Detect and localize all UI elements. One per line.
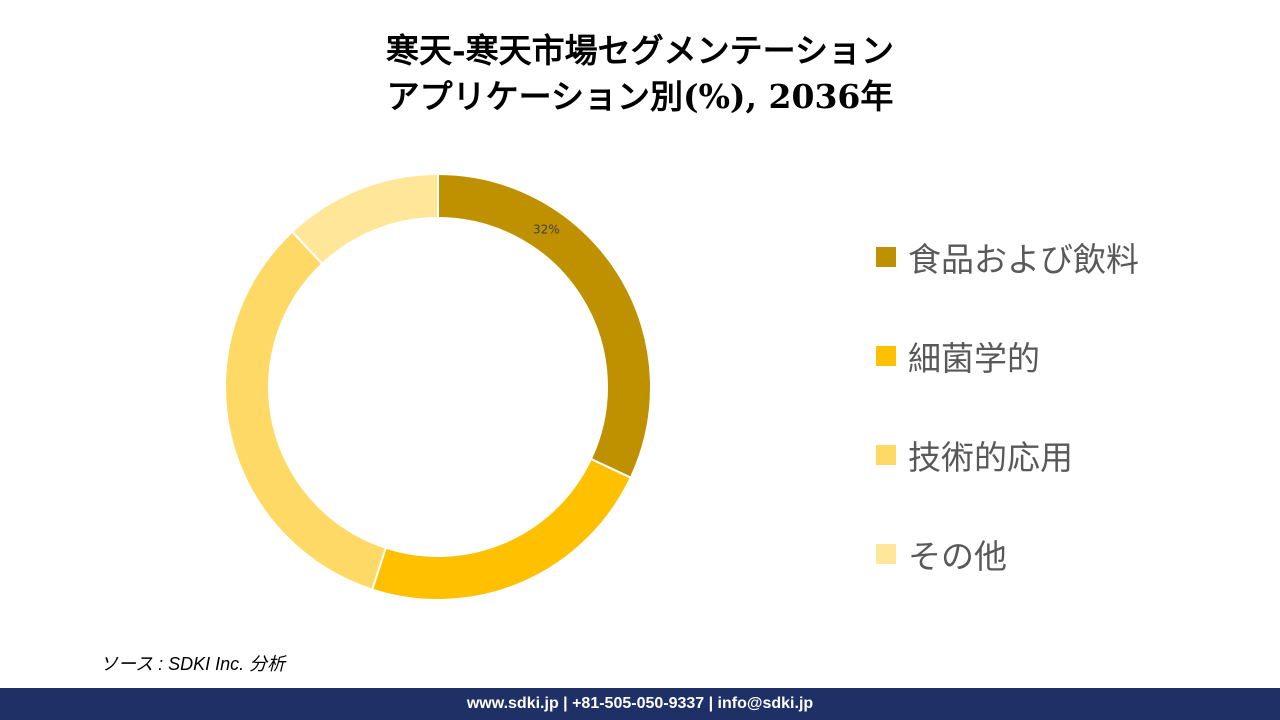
footer-bar: www.sdki.jp | +81-505-050-9337 | info@sd… [0, 688, 1280, 720]
legend-label: その他 [908, 536, 1007, 576]
chart-title-line1: 寒天-寒天市場セグメンテーション [385, 31, 895, 70]
slice-food-beverage [437, 172, 652, 480]
legend-item-technical-applications: 技術的応用 [876, 430, 1139, 479]
legend-label: 技術的応用 [908, 437, 1073, 477]
legend-item-others: その他 [876, 529, 1139, 578]
legend-swatch [876, 543, 896, 564]
slice-technical-applications [224, 230, 388, 591]
chart-legend: 食品および飲料 細菌学的 技術的応用 その他 [876, 232, 1139, 628]
slice-others [290, 172, 439, 266]
legend-item-food-beverage: 食品および飲料 [876, 232, 1139, 281]
legend-swatch [876, 345, 896, 366]
chart-title: 寒天-寒天市場セグメンテーション アプリケーション別(%), 2036年 [0, 28, 1280, 120]
legend-swatch [876, 444, 896, 465]
legend-swatch [876, 246, 896, 267]
legend-label: 食品および飲料 [908, 239, 1139, 279]
data-label: 32% [533, 223, 560, 237]
legend-item-bacteriological: 細菌学的 [876, 331, 1139, 380]
source-note: ソース : SDKI Inc. 分析 [100, 654, 286, 674]
slice-bacteriological [370, 457, 633, 601]
legend-label: 細菌学的 [908, 338, 1040, 378]
chart-title-line2: アプリケーション別(%), 2036年 [386, 77, 894, 116]
